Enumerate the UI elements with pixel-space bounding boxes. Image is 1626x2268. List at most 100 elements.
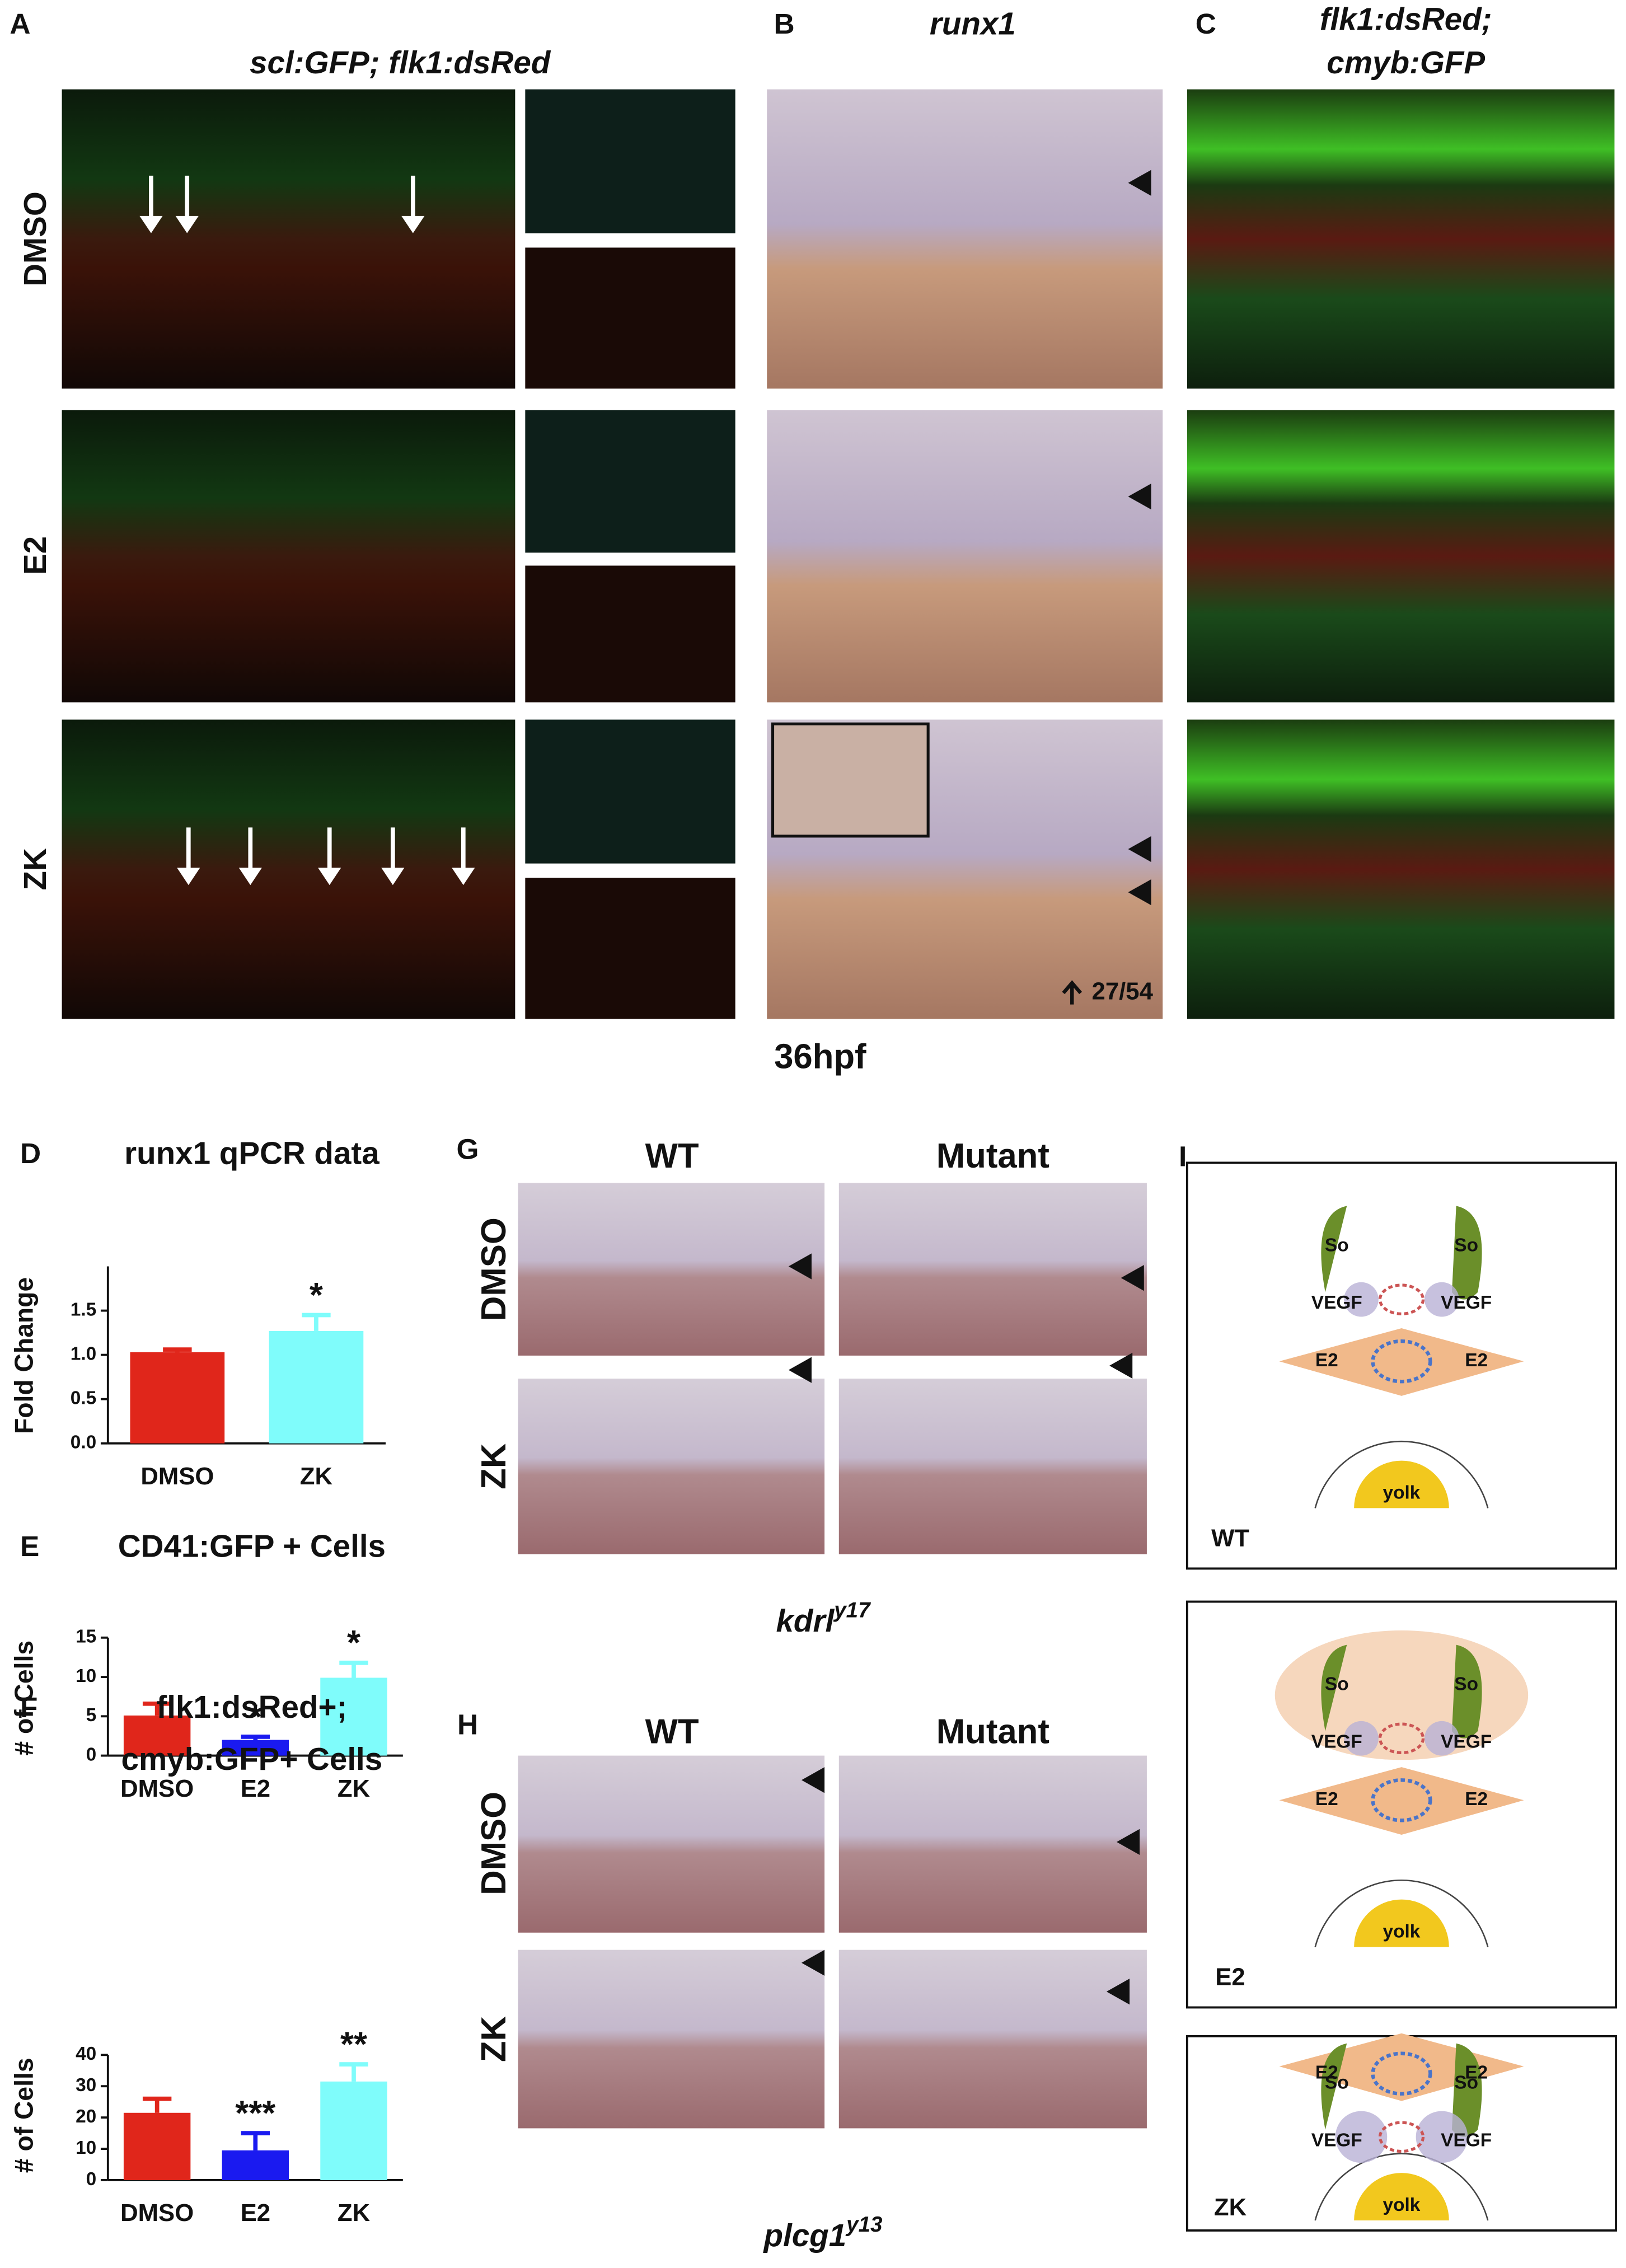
y-tick-label: 15 bbox=[76, 1627, 96, 1647]
schematic bbox=[1274, 1630, 1529, 1947]
label: E2 bbox=[1215, 1964, 1245, 1991]
error-bar bbox=[302, 1313, 331, 1331]
label: 36hpf bbox=[774, 1038, 866, 1076]
error-bar bbox=[142, 2096, 172, 2113]
label: VEGF bbox=[1311, 1292, 1362, 1313]
bar bbox=[130, 1352, 225, 1444]
label: VEGF bbox=[1311, 1731, 1362, 1752]
y-tick-label: 0 bbox=[86, 2169, 97, 2190]
significance: * bbox=[310, 1276, 323, 1315]
y-axis-label: # of Cells bbox=[9, 2058, 38, 2173]
vessel bbox=[1371, 2051, 1432, 2096]
e2-zone bbox=[1279, 1328, 1524, 1396]
bar bbox=[320, 1677, 387, 1756]
label: A bbox=[10, 7, 30, 40]
label: 27/54 bbox=[1092, 978, 1154, 1005]
label: So bbox=[1454, 1235, 1478, 1255]
bar bbox=[123, 1715, 191, 1756]
arc bbox=[1314, 2153, 1489, 2221]
vegf bbox=[1416, 2111, 1468, 2163]
y-tick-label: 40 bbox=[76, 2044, 96, 2064]
label: VEGF bbox=[1441, 2130, 1492, 2150]
panel-letter: D bbox=[20, 1137, 41, 1169]
label: yolk bbox=[1383, 1922, 1421, 1942]
error-bar bbox=[241, 2131, 270, 2150]
somite bbox=[1321, 1644, 1347, 1731]
somite bbox=[1451, 2043, 1482, 2137]
error-bar bbox=[241, 1734, 270, 1740]
label: ZK bbox=[17, 848, 53, 891]
vegf bbox=[1344, 1282, 1379, 1317]
arc bbox=[1314, 1440, 1489, 1508]
label: cmyb:GFP bbox=[1327, 45, 1485, 80]
label: yolk bbox=[1383, 2195, 1421, 2215]
y-tick-label: 0.0 bbox=[71, 1432, 96, 1453]
label: So bbox=[1454, 1674, 1478, 1694]
vessel bbox=[1378, 1283, 1425, 1315]
chart-title: CD41:GFP + Cells bbox=[118, 1528, 386, 1563]
vessel bbox=[1371, 1339, 1432, 1384]
label: Mutant bbox=[936, 1137, 1049, 1175]
y-axis-label: Fold Change bbox=[9, 1277, 38, 1434]
bar bbox=[320, 2081, 387, 2180]
label: So bbox=[1325, 1235, 1349, 1255]
arc bbox=[1314, 1879, 1489, 1947]
x-tick-label: E2 bbox=[241, 2199, 270, 2227]
gene-label: kdrly17 bbox=[776, 1599, 871, 1638]
somite bbox=[1451, 1206, 1482, 1300]
bar bbox=[123, 2112, 191, 2180]
bar bbox=[269, 1330, 364, 1444]
y-axis-label: # of Cells bbox=[9, 1641, 38, 1756]
somite bbox=[1321, 2043, 1347, 2130]
micrographs bbox=[62, 89, 1617, 2232]
e2-zone bbox=[1279, 1767, 1524, 1835]
x-tick-label: ZK bbox=[338, 2199, 371, 2227]
label: E2 bbox=[1465, 1350, 1488, 1371]
label: WT bbox=[1211, 1525, 1249, 1552]
error-bar bbox=[163, 1347, 192, 1352]
label: ZK bbox=[475, 1444, 513, 1489]
allele: y13 bbox=[845, 2213, 882, 2237]
label: B bbox=[774, 7, 795, 40]
x-tick-label: ZK bbox=[338, 1775, 371, 1802]
yolk bbox=[1354, 1899, 1449, 1947]
significance: * bbox=[249, 1698, 262, 1736]
label: H bbox=[457, 1708, 478, 1741]
label: G bbox=[457, 1132, 479, 1165]
label: scl:GFP; flk1:dsRed bbox=[250, 45, 551, 80]
label: WT bbox=[645, 1712, 699, 1751]
vessel bbox=[1371, 1778, 1432, 1822]
label: ZK bbox=[1214, 2194, 1247, 2221]
allele: y17 bbox=[833, 1599, 871, 1623]
label: So bbox=[1454, 2073, 1478, 2093]
vegf bbox=[1335, 2111, 1388, 2163]
y-tick-label: 5 bbox=[86, 1705, 97, 1726]
label: flk1:dsRed; bbox=[1320, 2, 1492, 37]
label: E2 bbox=[17, 536, 53, 575]
label: C bbox=[1196, 7, 1216, 40]
x-tick-label: DMSO bbox=[140, 1463, 214, 1490]
label: WT bbox=[645, 1137, 699, 1175]
label: DMSO bbox=[17, 191, 53, 287]
vessel bbox=[1378, 1722, 1425, 1755]
error-bar bbox=[339, 2062, 368, 2082]
significance: *** bbox=[235, 2094, 275, 2133]
label: DMSO bbox=[475, 1792, 513, 1895]
label: VEGF bbox=[1311, 2130, 1362, 2150]
significance: * bbox=[347, 1624, 360, 1662]
chart-title: runx1 qPCR data bbox=[124, 1135, 379, 1170]
y-tick-label: 20 bbox=[76, 2106, 96, 2127]
y-tick-label: 0.5 bbox=[71, 1388, 96, 1408]
x-tick-label: DMSO bbox=[120, 1775, 194, 1802]
y-tick-label: 0 bbox=[86, 1744, 97, 1765]
label: DMSO bbox=[475, 1217, 513, 1321]
chart-title: flk1:dsRed+; bbox=[156, 1689, 347, 1725]
label: E2 bbox=[1315, 1350, 1338, 1371]
panel-letter: E bbox=[20, 1530, 39, 1562]
vegf bbox=[1424, 1282, 1459, 1317]
label: E2 bbox=[1315, 2063, 1338, 2083]
label: yolk bbox=[1383, 1483, 1421, 1503]
somite bbox=[1451, 1644, 1482, 1739]
